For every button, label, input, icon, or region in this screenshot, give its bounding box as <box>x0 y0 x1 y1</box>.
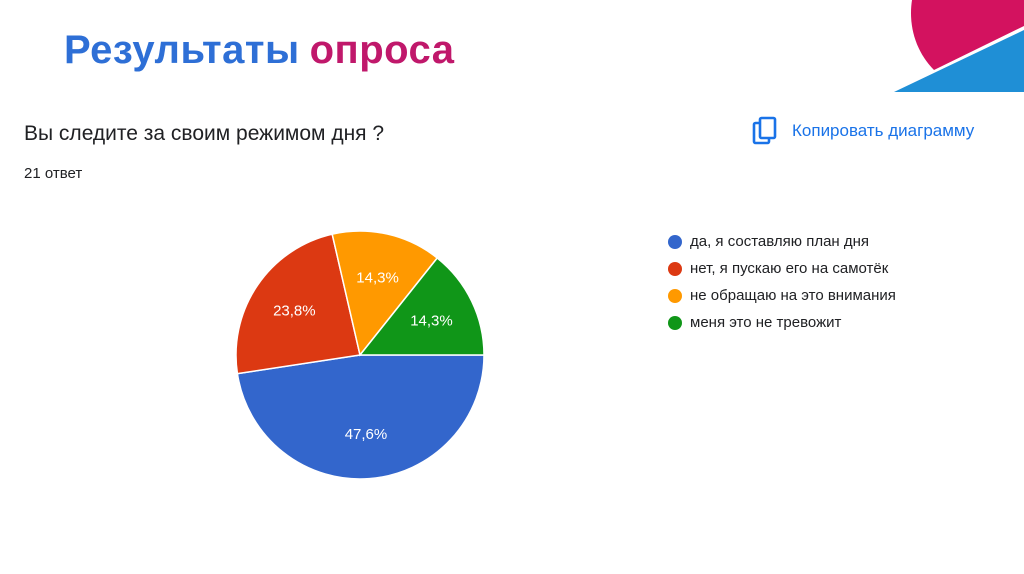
copy-chart-label: Копировать диаграмму <box>792 121 975 140</box>
legend-item[interactable]: да, я составляю план дня <box>668 228 896 255</box>
pie-slice-label: 47,6% <box>345 426 388 443</box>
copy-chart-button[interactable]: Копировать диаграмму <box>752 116 974 146</box>
legend-label: да, я составляю план дня <box>690 233 870 250</box>
legend-dot <box>668 315 682 330</box>
legend-label: меня это не тревожит <box>690 314 842 331</box>
question-title: Вы следите за своим режимом дня ? <box>24 122 385 145</box>
copy-icon <box>752 116 777 145</box>
corner-decoration <box>894 0 1024 92</box>
chart-legend: да, я составляю план дня нет, я пускаю е… <box>668 228 896 336</box>
pie-slice-label: 14,3% <box>410 313 453 330</box>
pie-slice[interactable] <box>235 233 361 375</box>
slide-title: Результаты опроса <box>64 28 455 73</box>
pie-slice[interactable] <box>331 230 439 357</box>
slide-title-word-2: опроса <box>309 28 455 72</box>
legend-dot <box>668 261 682 276</box>
slide-title-word-1: Результаты <box>64 28 300 72</box>
pie-slice-label: 23,8% <box>273 302 316 319</box>
legend-dot <box>668 234 682 249</box>
legend-dot <box>668 288 682 303</box>
legend-label: не обращаю на это внимания <box>690 287 896 304</box>
pie-slice[interactable] <box>358 256 485 356</box>
response-count: 21 ответ <box>24 165 83 182</box>
legend-item[interactable]: нет, я пускаю его на самотёк <box>668 255 896 282</box>
pie-chart: 47,6% 23,8% 14,3% 14,3% <box>235 230 485 480</box>
pie-slice-label: 14,3% <box>356 270 399 287</box>
legend-item[interactable]: меня это не тревожит <box>668 309 896 336</box>
legend-item[interactable]: не обращаю на это внимания <box>668 282 896 309</box>
pie-slice[interactable] <box>236 354 485 480</box>
legend-label: нет, я пускаю его на самотёк <box>690 260 889 277</box>
